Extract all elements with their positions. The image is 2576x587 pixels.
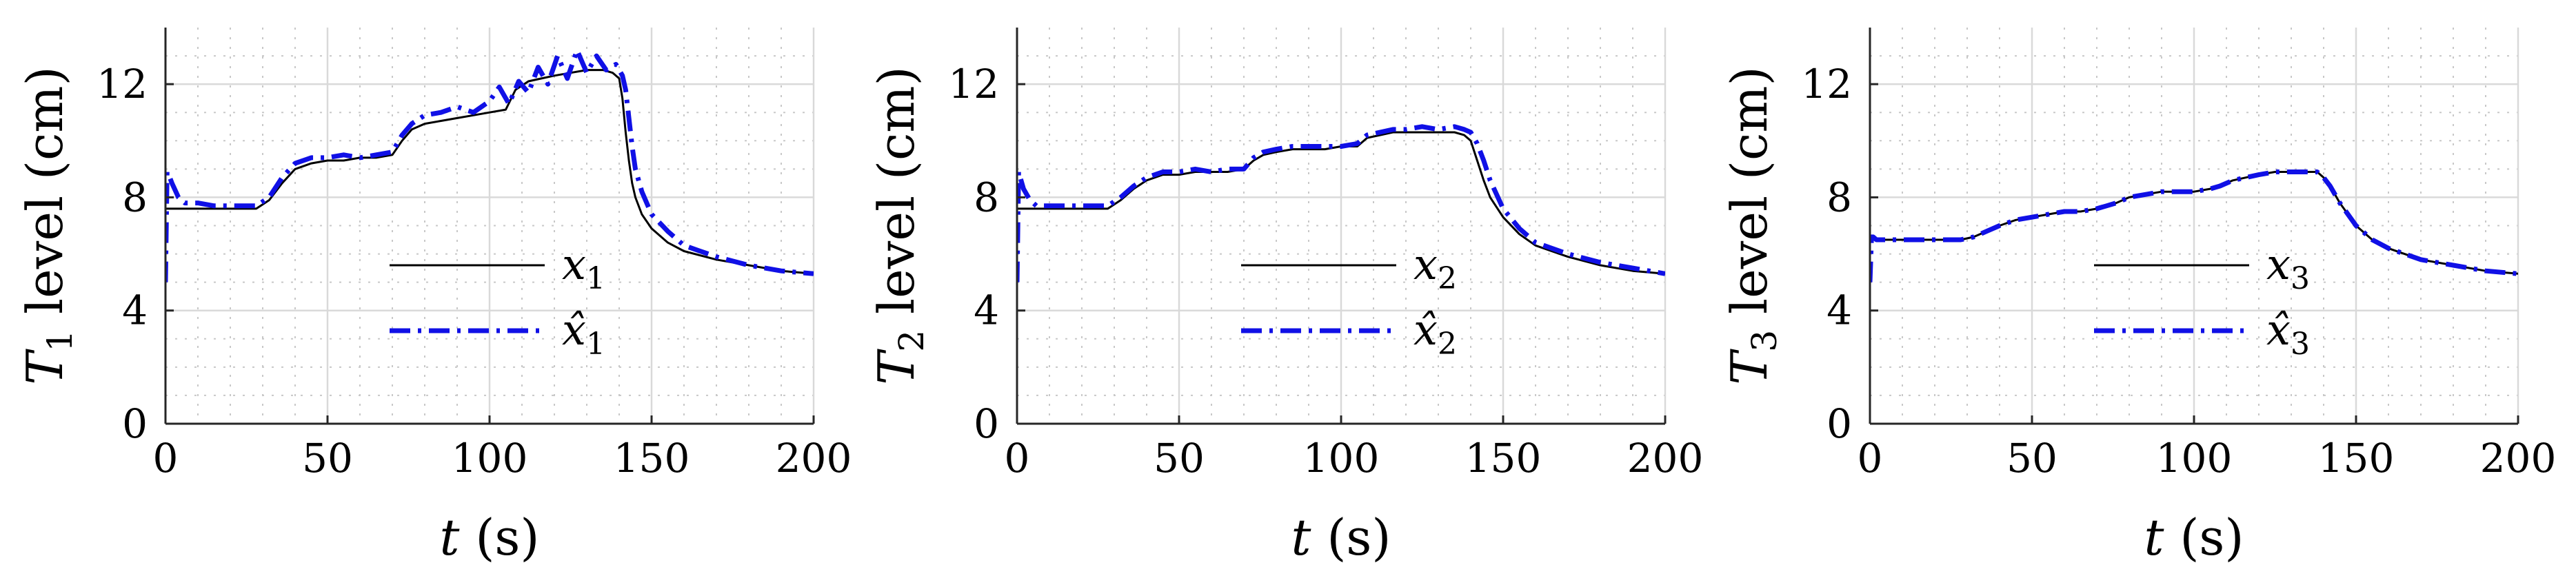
x-tick-label: 150 [1465,435,1542,482]
y-tick-label: 12 [97,61,148,107]
y-tick-label: 4 [974,287,999,334]
x-tick-label: 50 [302,435,353,482]
y-axis-label: T2 level (cm) [867,66,932,384]
minor-grid [1870,28,2518,424]
legend-label-1: x2 [1413,239,1457,296]
x-tick-label: 200 [2480,435,2557,482]
legend-label-2: x̂2 [1413,305,1457,362]
x-tick-label: 200 [776,435,852,482]
x-tick-label: 100 [1303,435,1380,482]
x-axis-label: t (s) [1291,508,1391,566]
legend: x1x̂1 [390,239,605,362]
x-axis-label: t (s) [440,508,540,566]
minor-grid [1017,28,1665,424]
series-line-1 [165,69,814,275]
series-line-2 [1017,124,1665,282]
x-tick-label: 150 [2318,435,2395,482]
x-tick-label: 50 [2006,435,2057,482]
legend-label-2: x̂3 [2266,305,2310,362]
legend-label-1: x3 [2266,239,2310,296]
legend-label-2: x̂1 [562,305,605,362]
series-group [165,48,814,282]
y-tick-label: 0 [974,400,999,447]
series-line-2 [1870,169,2518,282]
x-tick-label: 100 [2156,435,2233,482]
x-tick-label: 0 [1005,435,1030,482]
y-tick-label: 8 [122,174,148,220]
y-tick-label: 4 [122,287,148,334]
x-axis-label: t (s) [2144,508,2244,566]
x-tick-label: 0 [153,435,179,482]
y-tick-label: 8 [1827,174,1852,220]
x-tick-label: 50 [1154,435,1205,482]
series-group [1870,169,2518,282]
series-group [1017,124,1665,282]
y-tick-label: 0 [122,400,148,447]
y-axis-label: T3 level (cm) [1720,66,1784,384]
x-tick-label: 200 [1627,435,1704,482]
y-tick-label: 0 [1827,400,1852,447]
x-tick-label: 150 [614,435,690,482]
axes: 0 50 100 150 200 0 4 8 12 [948,28,1703,482]
legend-label-1: x1 [562,239,605,296]
y-tick-label: 4 [1827,287,1852,334]
y-tick-label: 12 [1801,61,1852,107]
series-line-2 [165,48,814,282]
legend: x2x̂2 [1241,239,1457,362]
x-tick-label: 0 [1858,435,1883,482]
axes: 0 50 100 150 200 0 4 8 12 [97,28,852,482]
minor-grid [165,28,814,424]
legend: x3x̂3 [2094,239,2310,362]
y-tick-label: 8 [974,174,999,220]
y-axis-label: T1 level (cm) [16,66,80,384]
axes: 0 50 100 150 200 0 4 8 12 [1801,28,2556,482]
x-tick-label: 100 [452,435,528,482]
y-tick-label: 12 [948,61,999,107]
